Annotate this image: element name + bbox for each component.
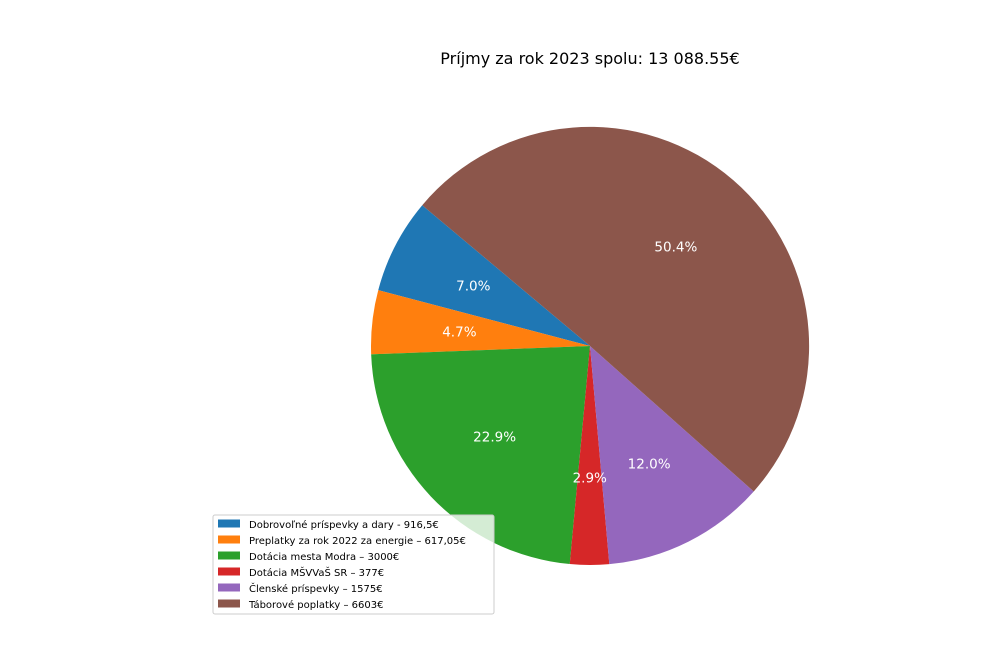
pie-percent-labels: 7.0% 4.7% 22.9% 2.9% 12.0% 50.4% xyxy=(442,240,697,487)
slice-percent-label-3: 22.9% xyxy=(473,429,516,445)
slice-percent-label-6: 50.4% xyxy=(654,240,697,256)
pie-slice-2 xyxy=(371,290,590,355)
legend-label-1: Dobrovoľné príspevky a dary - 916,5€ xyxy=(249,519,439,531)
pie-slices xyxy=(371,126,810,566)
slice-percent-label-2: 4.7% xyxy=(442,325,476,341)
pie-slice-3 xyxy=(371,346,590,565)
legend-swatch-1 xyxy=(218,519,240,528)
slice-percent-label-4: 2.9% xyxy=(573,470,607,486)
pie-slice-4 xyxy=(569,346,610,566)
legend-swatch-3 xyxy=(218,551,240,560)
pie-slice-5 xyxy=(590,346,754,565)
legend-label-2: Preplatky za rok 2022 za energie – 617,0… xyxy=(249,536,466,547)
legend-label-6: Táborové poplatky – 6603€ xyxy=(248,599,383,611)
slice-percent-label-1: 7.0% xyxy=(456,279,490,295)
legend-swatch-5 xyxy=(218,583,240,592)
legend-label-5: Členské príspevky – 1575€ xyxy=(249,582,383,595)
legend-frame xyxy=(212,514,495,615)
legend: Dobrovoľné príspevky a dary - 916,5€ Prep… xyxy=(212,514,495,615)
legend-swatch-4 xyxy=(218,567,240,576)
chart-title: Príjmy za rok 2023 spolu: 13 088.55€ xyxy=(440,49,739,68)
legend-label-4: Dotácia MŠVVaŠ SR – 377€ xyxy=(249,566,384,579)
pie-slice-1 xyxy=(378,205,590,346)
slice-percent-label-5: 12.0% xyxy=(628,456,671,472)
legend-swatch-2 xyxy=(218,535,240,544)
legend-swatch-6 xyxy=(218,599,240,608)
pie-slice-6 xyxy=(422,126,810,492)
legend-label-3: Dotácia mesta Modra – 3000€ xyxy=(249,551,399,563)
